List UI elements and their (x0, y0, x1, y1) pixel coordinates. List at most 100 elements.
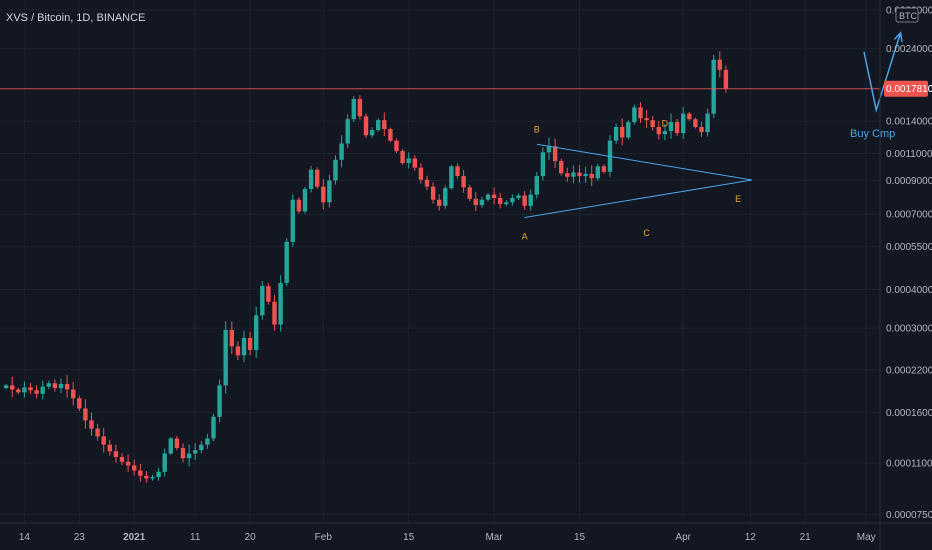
candle-body (394, 140, 399, 152)
x-tick-label: 21 (800, 532, 812, 543)
candle-body (540, 152, 546, 177)
x-tick-label: 12 (745, 532, 757, 543)
y-tick-label: 0.0004000 (886, 285, 932, 296)
candle-body (217, 385, 222, 417)
x-tick-label: May (857, 532, 876, 543)
candle-body (412, 158, 417, 168)
candle-body (369, 130, 375, 136)
candle-body (290, 199, 295, 242)
candle-body (717, 59, 722, 70)
candle-body (278, 282, 283, 325)
chart-title: XVS / Bitcoin, 1D, BINANCE (6, 12, 145, 24)
x-tick-label: 20 (245, 532, 257, 543)
candle-body (308, 169, 314, 189)
x-tick-label: 14 (19, 532, 31, 543)
candle-body (95, 428, 100, 437)
price-tag: 0.0017810 (884, 80, 932, 97)
candle-body (491, 194, 497, 198)
candle-body (186, 453, 192, 459)
candle-body (89, 420, 94, 429)
currency-badge[interactable]: BTC (895, 7, 919, 23)
candle-body (205, 438, 210, 445)
candle-body (668, 122, 674, 132)
candle-body (455, 166, 460, 177)
candle-body (601, 166, 607, 172)
candle-body (132, 465, 137, 471)
candle-body (247, 337, 253, 350)
candle-body (571, 172, 576, 177)
x-tick-label: 23 (74, 532, 86, 543)
candle-body (333, 159, 338, 181)
y-tick-label: 0.0003000 (886, 324, 932, 335)
candle-body (77, 398, 82, 409)
candle-body (52, 383, 58, 389)
y-tick-label: 0.0005500 (886, 242, 932, 253)
candle-body (559, 161, 564, 174)
candle-body (296, 199, 302, 212)
x-tick-label: Feb (315, 532, 333, 543)
y-tick-label: 0.0001600 (886, 408, 932, 419)
candle-body (339, 143, 344, 160)
candle-body (467, 187, 472, 199)
price-tag-label: 0.0017810 (886, 84, 932, 95)
buy-annotation: Buy Cmp (850, 128, 895, 140)
candle-body (351, 99, 356, 120)
y-tick-label: 0.0002200 (886, 365, 932, 376)
candle-body (254, 315, 259, 350)
candle-body (211, 416, 216, 439)
candle-body (327, 180, 332, 203)
x-tick-label: 15 (574, 532, 586, 543)
y-tick-label: 0.0024000 (886, 44, 932, 55)
candle-body (528, 194, 533, 206)
candle-body (235, 346, 241, 356)
pattern-point-label: D (662, 118, 669, 128)
candle-body (302, 188, 308, 212)
y-tick-label: 0.0011000 (886, 149, 932, 160)
candle-body (552, 146, 558, 162)
candle-body (418, 167, 424, 180)
candle-body (656, 126, 661, 135)
candle-body (272, 301, 277, 325)
candle-body (3, 385, 9, 389)
candle-body (589, 173, 594, 179)
candle-body (620, 126, 625, 138)
candle-body (473, 198, 478, 205)
candle-body (193, 450, 198, 454)
candle-body (357, 99, 363, 117)
candle-body (644, 118, 649, 121)
candle-body (693, 119, 698, 127)
candle-body (699, 126, 704, 133)
y-tick-label: 0.0009000 (886, 176, 932, 187)
pattern-point-label: C (643, 228, 650, 238)
x-tick-label: 11 (190, 532, 201, 543)
candle-body (101, 436, 106, 445)
candle-body (22, 387, 27, 393)
candle-body (406, 158, 411, 163)
y-tick-label: 0.0014000 (886, 117, 932, 128)
pattern-point-label: A (522, 232, 528, 242)
candle-body (144, 475, 149, 479)
candle-body (577, 172, 582, 177)
projection-arrowhead (893, 31, 903, 42)
y-tick-label: 0.0007000 (886, 210, 932, 221)
time-axis[interactable]: 14 23 2021 11 20 Feb 15 Mar 15 Apr 12 21 May (0, 522, 932, 543)
candle-body (595, 166, 600, 179)
candle-body (241, 337, 247, 356)
candle-body (546, 146, 552, 153)
candle-body (705, 113, 710, 133)
price-tag-background (884, 80, 928, 97)
projection-arrow (863, 32, 902, 114)
candle-body (266, 286, 271, 302)
candle-body (583, 173, 588, 177)
candle-body (400, 151, 405, 163)
candle-body (516, 195, 521, 198)
candle-body (162, 453, 167, 472)
x-tick-label: Mar (485, 532, 503, 543)
x-tick-label: 2021 (123, 532, 146, 543)
candle-body (83, 408, 88, 421)
candle-body (681, 113, 686, 134)
candle-body (107, 444, 112, 452)
candle-body (534, 176, 539, 195)
pattern-point-label: B (534, 124, 540, 134)
